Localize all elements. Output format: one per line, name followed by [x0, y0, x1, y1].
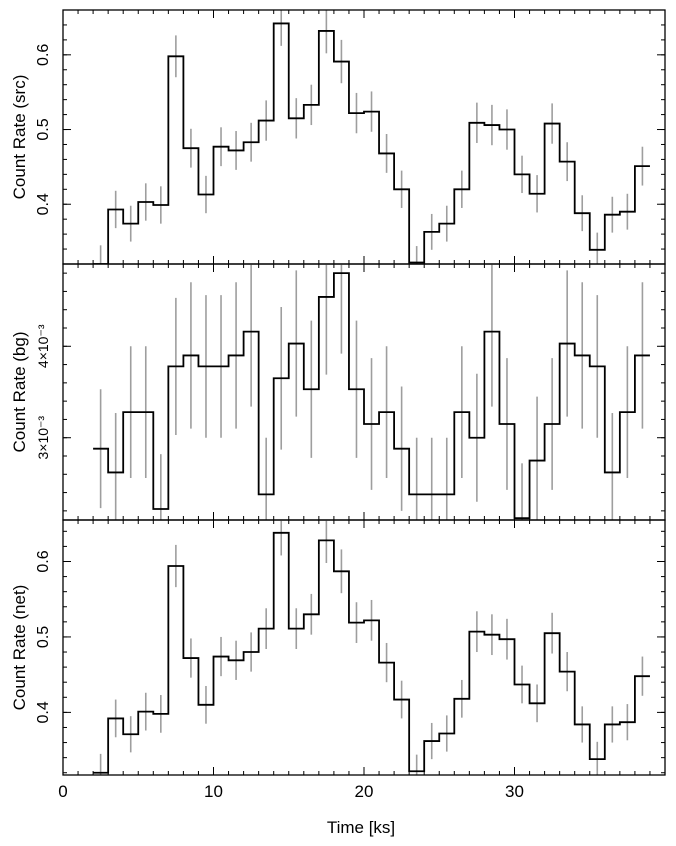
x-tick-label: 20 [355, 782, 374, 801]
error-bars [99, 520, 644, 775]
panel-src: 0.4 0.5 0.6 Count Rate (src) [10, 9, 666, 265]
panel-net: 0.4 0.5 0.6 Count Rate (net) 0 10 20 30 [10, 519, 666, 801]
series-step-line [93, 22, 650, 264]
series-step-line [93, 531, 650, 774]
error-bars [99, 264, 644, 520]
y-axis-label: Count Rate (net) [10, 585, 29, 711]
y-axis-label: Count Rate (src) [10, 75, 29, 200]
plot-frame [62, 9, 666, 265]
x-tick-label: 10 [204, 782, 223, 801]
series-step-line [93, 272, 650, 520]
x-axis-label: Time [ks] [327, 818, 395, 837]
y-tick-label: 0.5 [35, 118, 52, 140]
y-tick-label: 0.6 [35, 44, 52, 66]
x-tick-label: 0 [58, 782, 67, 801]
y-tick-label: 3×10⁻³ [35, 416, 51, 460]
y-tick-label: 0.5 [35, 626, 52, 648]
y-axis-label: Count Rate (bg) [10, 332, 29, 453]
panel-bg: 3×10⁻³ 4×10⁻³ Count Rate (bg) [10, 263, 666, 521]
x-tick-label: 30 [505, 782, 524, 801]
y-tick-label: 0.4 [35, 193, 52, 215]
y-tick-label: 0.4 [35, 701, 52, 723]
plot-frame [62, 519, 666, 776]
error-bars [99, 10, 644, 264]
y-tick-label: 0.6 [35, 550, 52, 572]
y-tick-label: 4×10⁻³ [35, 324, 51, 368]
